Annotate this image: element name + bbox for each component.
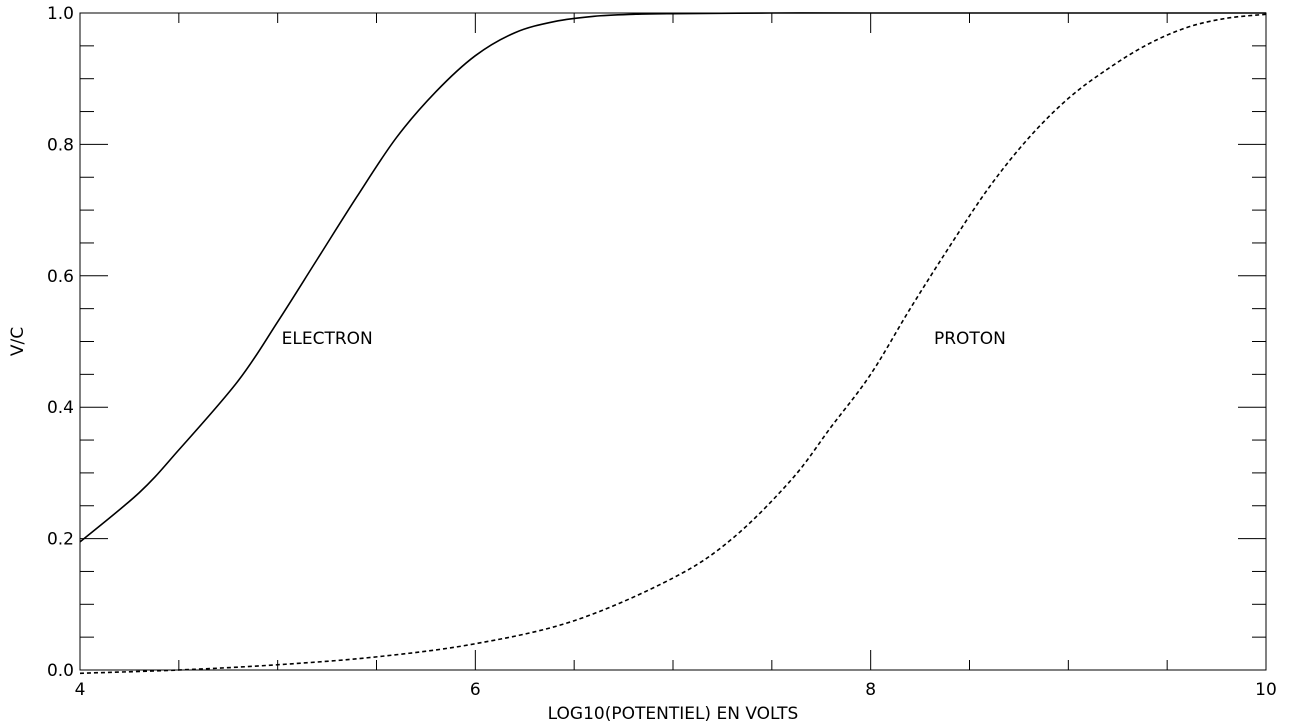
x-tick-label: 8 xyxy=(865,680,876,700)
y-tick-label: 1.0 xyxy=(47,4,74,24)
y-tick-label: 0.4 xyxy=(47,398,74,418)
proton-annotation: PROTON xyxy=(934,329,1006,349)
plot-frame xyxy=(79,12,1267,671)
electron-annotation: ELECTRON xyxy=(282,329,373,349)
y-tick-label: 0.8 xyxy=(47,135,74,155)
tick-labels: 4 6 8 10 0.0 0.2 0.4 0.6 0.8 1.0 xyxy=(47,4,1277,700)
y-tick-label: 0.0 xyxy=(47,661,74,681)
electron-curve xyxy=(79,12,1266,543)
x-tick-label: 4 xyxy=(75,680,86,700)
proton-curve xyxy=(79,13,1267,675)
x-tick-label: 6 xyxy=(470,680,481,700)
y-tick-label: 0.6 xyxy=(47,267,74,287)
y-axis-title: V/C xyxy=(8,327,28,356)
x-axis-title: LOG10(POTENTIEL) EN VOLTS xyxy=(548,704,799,724)
series-lines xyxy=(79,12,1267,675)
y-tick-label: 0.2 xyxy=(47,530,74,550)
annotations: ELECTRON PROTON xyxy=(282,329,1006,349)
tick-marks xyxy=(79,12,1267,671)
x-tick-label: 10 xyxy=(1255,680,1277,700)
